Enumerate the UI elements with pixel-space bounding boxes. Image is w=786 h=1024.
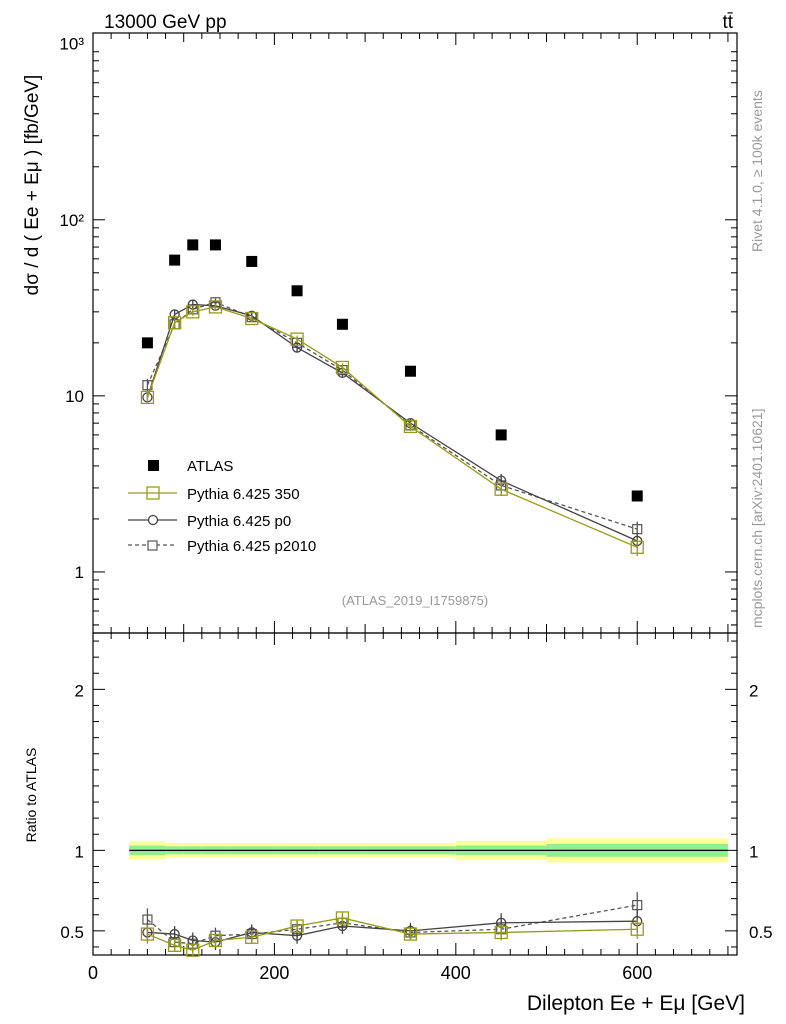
ratio-y-tick-label: 0.5	[60, 923, 84, 942]
x-tick-label: 0	[88, 963, 98, 983]
main-atlas-point	[141, 337, 153, 349]
main-circle-open-line-point	[291, 342, 303, 353]
main-square-open-line-point	[140, 390, 155, 405]
main-atlas-point	[631, 490, 643, 502]
analysis-id: (ATLAS_2019_I1759875)	[342, 593, 488, 608]
ratio-square-open-line-point	[245, 930, 259, 944]
main-atlas-point	[209, 239, 221, 251]
ratio-square-open-dashed-point	[632, 899, 643, 911]
rivet-label: Rivet 4.1.0, ≥ 100k events	[749, 90, 765, 252]
main-square-open-line-point	[167, 316, 182, 330]
legend-atlas-label: ATLAS	[187, 458, 233, 475]
ratio-y-tick-label-right: 2	[749, 681, 758, 700]
legend: ATLAS Pythia 6.425 350 Pythia 6.425 p0 P…	[128, 458, 316, 555]
main-square-open-line-point	[335, 360, 350, 375]
legend-atlas-marker	[148, 460, 159, 471]
ratio-square-open-line-point	[403, 927, 418, 941]
ratio-square-open-line-point	[290, 919, 304, 933]
x-tick-label: 600	[622, 963, 652, 983]
main-y-axis-label: dσ / d ( Ee + Eμ ) [fb/GeV]	[22, 75, 43, 296]
main-y-tick-label: 10	[65, 387, 84, 406]
main-atlas-point	[495, 429, 507, 441]
main-atlas-point	[169, 254, 181, 266]
process-title: tt̄	[722, 12, 733, 33]
main-square-open-line-point	[403, 419, 418, 434]
mcplots-label: mcplots.cern.ch [arXiv:2401.10621]	[749, 409, 765, 628]
main-atlas-point	[336, 318, 348, 330]
main-square-open-line-line	[146, 306, 638, 548]
ratio-square-open-line-point	[630, 922, 644, 936]
legend-p350-label: Pythia 6.425 350	[187, 486, 300, 503]
ratio-square-open-line-point	[186, 943, 200, 957]
main-square-open-line-point	[245, 311, 259, 326]
legend-p0-marker	[147, 514, 159, 526]
x-axis-label: Dilepton Ee + Eμ [GeV]	[527, 992, 745, 1015]
x-tick-label: 400	[441, 963, 471, 983]
main-atlas-point	[291, 285, 303, 297]
ratio-y-tick-label-right: 0.5	[749, 923, 773, 942]
ratio-square-open-line-point	[208, 933, 223, 948]
main-atlas-point	[187, 239, 199, 251]
ratio-square-open-line-point	[140, 927, 155, 941]
main-square-open-line-point	[630, 540, 644, 554]
legend-p350-marker	[146, 486, 160, 500]
ratio-y-tick-label: 1	[75, 842, 84, 861]
ratio-square-open-line-line	[147, 917, 638, 951]
ratio-plot-frame	[92, 632, 738, 956]
main-square-open-line-point	[494, 482, 508, 496]
x-tick-label: 200	[259, 963, 289, 983]
ratio-y-axis-label: Ratio to ATLAS	[23, 748, 39, 843]
energy-title: 13000 GeV pp	[104, 12, 227, 33]
ratio-square-open-line-point	[167, 938, 182, 952]
main-square-open-line-point	[186, 305, 200, 319]
ratio-circle-open-line-line	[147, 920, 638, 943]
ratio-circle-open-line-point	[169, 928, 180, 940]
main-atlas-point	[404, 365, 416, 377]
main-y-tick-label: 10³	[59, 35, 84, 54]
ratio-square-open-line-point	[494, 925, 508, 940]
legend-p0-label: Pythia 6.425 p0	[187, 513, 291, 530]
ratio-square-open-line-point	[335, 911, 350, 925]
main-square-open-line-point	[208, 300, 223, 314]
main-circle-open-line-line	[146, 303, 638, 542]
legend-p2010-marker	[147, 540, 158, 551]
ratio-y-tick-label: 2	[75, 681, 84, 700]
main-square-open-line-point	[290, 332, 304, 346]
main-y-tick-label: 10²	[59, 211, 84, 230]
main-y-tick-label: 1	[75, 563, 84, 582]
main-atlas-point	[246, 255, 258, 267]
ratio-y-tick-label-right: 1	[749, 842, 758, 861]
legend-p2010-label: Pythia 6.425 p2010	[187, 538, 316, 555]
